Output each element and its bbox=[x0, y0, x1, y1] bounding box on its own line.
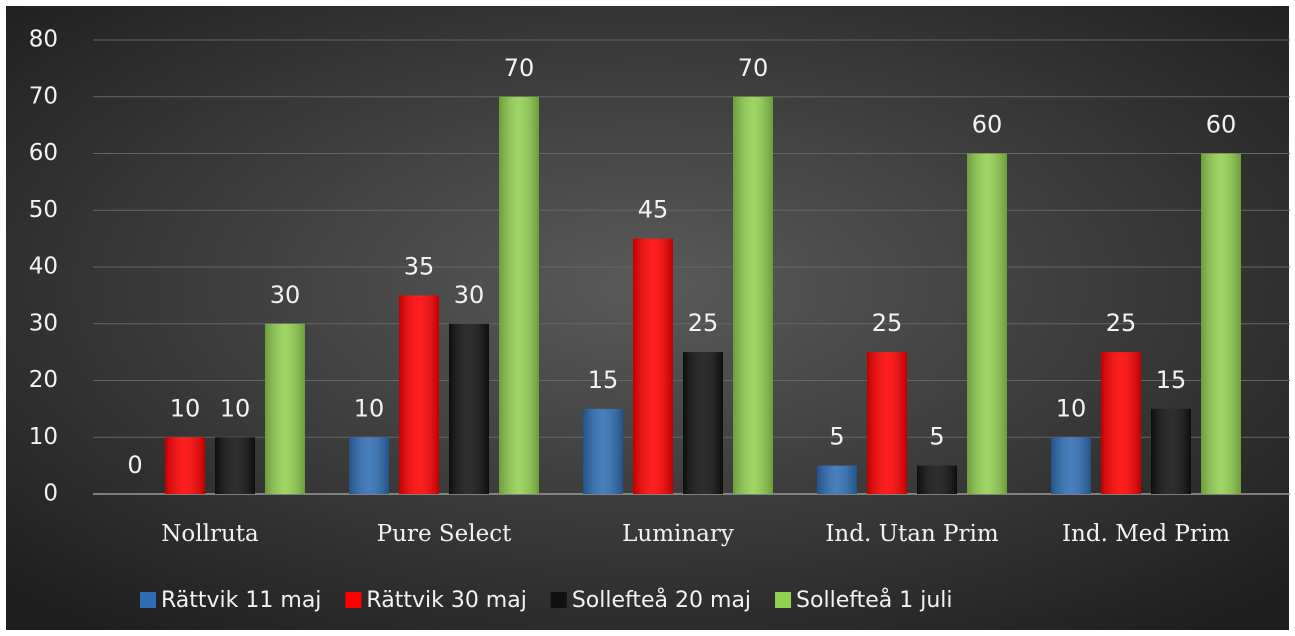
data-label: 5 bbox=[829, 423, 844, 451]
data-label: 35 bbox=[404, 252, 435, 280]
data-label: 25 bbox=[872, 309, 903, 337]
data-label: 10 bbox=[220, 394, 251, 422]
legend-label: Sollefteå 1 juli bbox=[796, 587, 952, 613]
data-label: 30 bbox=[454, 281, 485, 309]
bar-shine bbox=[917, 465, 957, 494]
bar-shine bbox=[449, 323, 489, 494]
legend-swatch bbox=[775, 592, 792, 608]
x-tick-label: Ind. Med Prim bbox=[1062, 521, 1230, 547]
data-label: 30 bbox=[270, 281, 301, 309]
data-label: 70 bbox=[738, 54, 769, 82]
data-label: 25 bbox=[688, 309, 719, 337]
y-tick-label: 70 bbox=[29, 83, 58, 109]
data-label: 10 bbox=[170, 394, 201, 422]
data-label: 10 bbox=[1056, 394, 1087, 422]
data-label: 60 bbox=[1206, 111, 1237, 139]
bar-shine bbox=[817, 465, 857, 494]
y-tick-label: 80 bbox=[29, 27, 58, 53]
data-label: 15 bbox=[588, 366, 619, 394]
bar-shine bbox=[349, 437, 389, 494]
legend-swatch bbox=[550, 592, 567, 608]
bar-shine bbox=[1151, 408, 1191, 494]
y-tick-label: 10 bbox=[29, 424, 58, 450]
y-tick-label: 40 bbox=[29, 254, 58, 280]
bar-shine bbox=[265, 323, 305, 494]
bar-shine bbox=[165, 437, 205, 494]
data-label: 45 bbox=[638, 196, 669, 224]
data-label: 25 bbox=[1106, 309, 1137, 337]
data-label: 60 bbox=[972, 111, 1003, 139]
y-tick-label: 0 bbox=[43, 481, 58, 507]
bar-shine bbox=[583, 408, 623, 494]
x-tick-label: Nollruta bbox=[161, 521, 259, 547]
y-tick-label: 60 bbox=[29, 140, 58, 166]
y-tick-label: 20 bbox=[29, 367, 58, 393]
data-label: 5 bbox=[929, 423, 944, 451]
bar-shine bbox=[499, 96, 539, 494]
data-label: 15 bbox=[1156, 366, 1187, 394]
legend-label: Rättvik 11 maj bbox=[161, 588, 321, 613]
data-label: 70 bbox=[504, 54, 535, 82]
bar-shine bbox=[733, 96, 773, 494]
bar-shine bbox=[967, 153, 1007, 494]
bar-shine bbox=[399, 295, 439, 494]
legend-label: Sollefteå 20 maj bbox=[572, 587, 751, 613]
bar-shine bbox=[1101, 352, 1141, 494]
bar-shine bbox=[1201, 153, 1241, 494]
bar-shine bbox=[1051, 437, 1091, 494]
y-tick-label: 50 bbox=[29, 197, 58, 223]
y-tick-label: 30 bbox=[29, 310, 58, 336]
data-label: 10 bbox=[354, 394, 385, 422]
legend-label: Rättvik 30 maj bbox=[366, 588, 526, 613]
data-label: 0 bbox=[127, 451, 142, 479]
bar-shine bbox=[867, 352, 907, 494]
x-tick-label: Luminary bbox=[622, 521, 734, 547]
x-tick-label: Ind. Utan Prim bbox=[825, 521, 999, 547]
x-tick-label: Pure Select bbox=[377, 521, 512, 547]
bar-shine bbox=[215, 437, 255, 494]
legend-swatch bbox=[345, 592, 362, 608]
bar-shine bbox=[633, 238, 673, 494]
bar-shine bbox=[683, 352, 723, 494]
legend-swatch bbox=[140, 592, 156, 608]
